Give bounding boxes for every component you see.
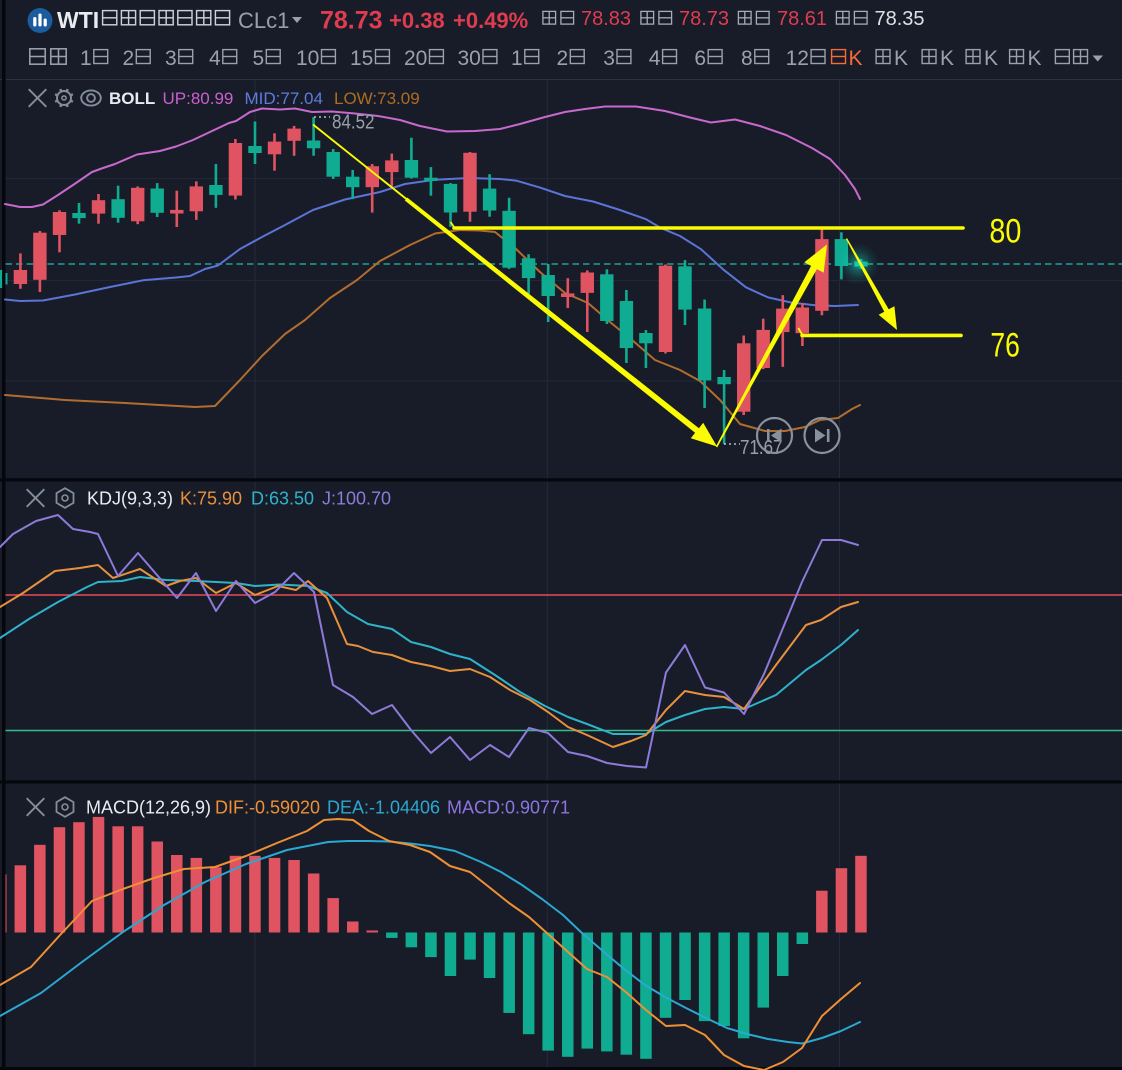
svg-text:78.83: 78.83 bbox=[581, 8, 631, 30]
svg-text:K: K bbox=[894, 47, 908, 70]
svg-text:78.35: 78.35 bbox=[875, 8, 925, 30]
svg-text:20: 20 bbox=[404, 47, 427, 70]
svg-text:8: 8 bbox=[741, 47, 753, 70]
svg-text:78.61: 78.61 bbox=[777, 8, 827, 30]
svg-text:10: 10 bbox=[296, 47, 319, 70]
svg-text:2: 2 bbox=[123, 47, 135, 70]
svg-text:80: 80 bbox=[989, 213, 1021, 251]
svg-text:30: 30 bbox=[458, 47, 481, 70]
svg-text:4: 4 bbox=[649, 47, 661, 70]
svg-text:MACD(12,26,9): MACD(12,26,9) bbox=[86, 798, 211, 818]
svg-text:MACD:0.90771: MACD:0.90771 bbox=[447, 798, 570, 818]
svg-text:76: 76 bbox=[990, 327, 1020, 365]
svg-text:CLc1: CLc1 bbox=[238, 8, 289, 33]
svg-text:3: 3 bbox=[603, 47, 615, 70]
svg-text:12: 12 bbox=[786, 47, 809, 70]
svg-text:K: K bbox=[849, 47, 863, 70]
svg-text:BOLL: BOLL bbox=[109, 89, 155, 108]
svg-text:5: 5 bbox=[253, 47, 265, 70]
svg-text:4: 4 bbox=[209, 47, 221, 70]
svg-text:WTI: WTI bbox=[57, 7, 99, 33]
svg-text:DEA:-1.04406: DEA:-1.04406 bbox=[327, 798, 440, 818]
svg-text:+0.38: +0.38 bbox=[389, 8, 445, 33]
svg-text:78.73: 78.73 bbox=[320, 7, 383, 35]
svg-text:LOW:73.09: LOW:73.09 bbox=[334, 89, 420, 108]
svg-text:78.73: 78.73 bbox=[679, 8, 729, 30]
svg-text:1: 1 bbox=[511, 47, 523, 70]
svg-text:D:63.50: D:63.50 bbox=[251, 489, 314, 509]
svg-text:84.52: 84.52 bbox=[332, 112, 375, 134]
svg-text:UP:80.99: UP:80.99 bbox=[163, 89, 234, 108]
svg-text:15: 15 bbox=[350, 47, 373, 70]
svg-text:3: 3 bbox=[165, 47, 177, 70]
svg-text:K: K bbox=[940, 47, 954, 70]
svg-text:K:75.90: K:75.90 bbox=[180, 489, 242, 509]
svg-text:2: 2 bbox=[557, 47, 569, 70]
svg-text:K: K bbox=[1028, 47, 1042, 70]
svg-text:1: 1 bbox=[80, 47, 92, 70]
svg-text:DIF:-0.59020: DIF:-0.59020 bbox=[215, 798, 320, 818]
svg-text:6: 6 bbox=[694, 47, 706, 70]
svg-text:+0.49%: +0.49% bbox=[453, 8, 528, 33]
svg-text:J:100.70: J:100.70 bbox=[322, 489, 391, 509]
svg-text:KDJ(9,3,3): KDJ(9,3,3) bbox=[87, 489, 173, 509]
svg-text:K: K bbox=[984, 47, 998, 70]
svg-text:MID:77.04: MID:77.04 bbox=[245, 89, 323, 108]
